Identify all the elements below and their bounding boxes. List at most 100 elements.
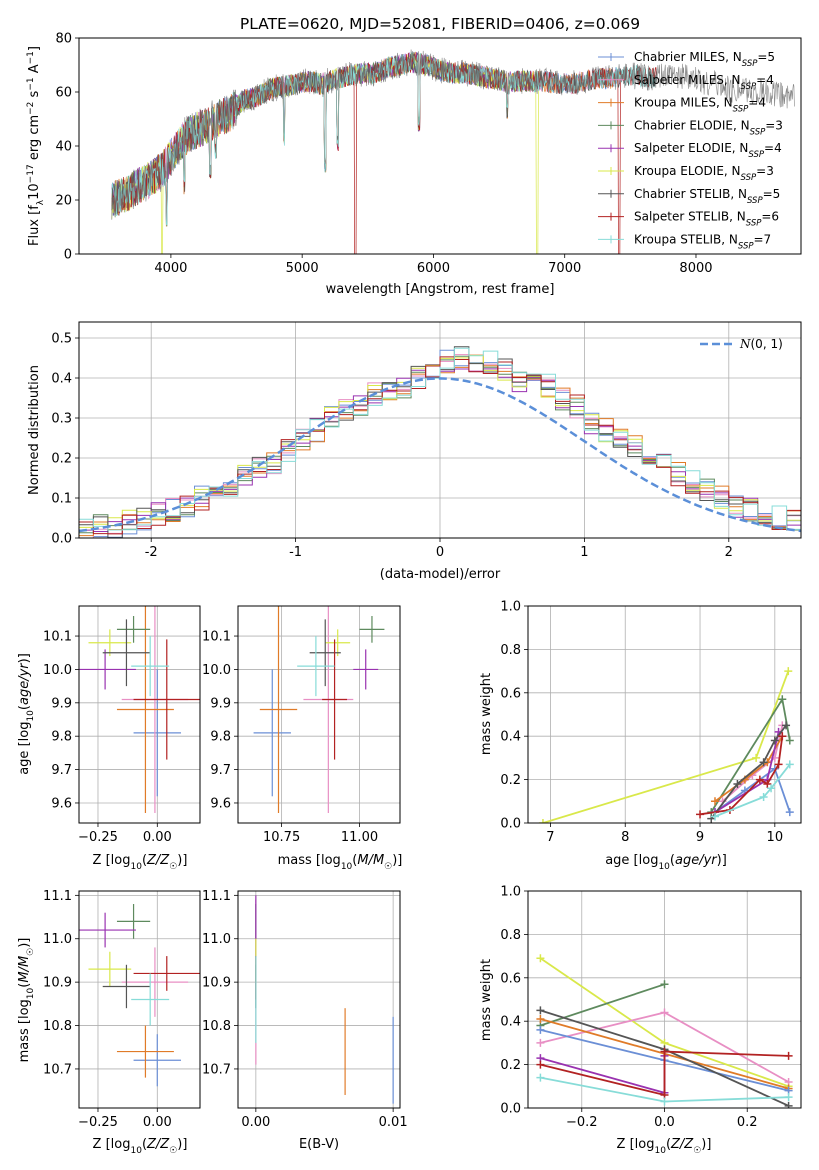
weight-vs-age-frame [527,605,802,824]
y-tick-label: 0.8 [500,928,521,943]
weight-point [785,736,794,745]
y-tick-label: 9.6 [51,796,72,811]
y-tick-label: 20 [55,194,72,209]
weight-point [782,721,791,730]
legend-label: Chabrier ELODIE, NSSP=3 [634,118,783,137]
weight-point [784,667,793,676]
mass-vs-ebv-frame [237,890,401,1109]
x-tick-label: 4000 [154,261,187,276]
weight-line [714,763,791,818]
y-tick-label: 0.6 [500,971,521,986]
legend-label: Kroupa MILES, NSSP=4 [634,96,766,115]
age-vs-z-x-label: Z [log10(Z/Z☉)] [93,853,188,872]
weight-point [784,1101,793,1108]
weight-line [699,736,784,816]
weight-vs-z-axes: −0.2 0.0 0.2 0.0 0.2 0.4 0.6 0.8 1.0 [500,885,801,1130]
mass-vs-ebv-x-label: E(B-V) [299,1137,339,1152]
y-tick-label: 60 [55,86,72,101]
y-tick-label: 0.2 [500,1058,521,1073]
x-tick-label: 0.00 [143,830,172,845]
mass-vs-z-points [79,904,200,1087]
weight-point [536,1025,545,1034]
x-tick-label: 0 [436,545,444,560]
weight-point [759,758,768,767]
weight-point [710,812,719,821]
weight-point [696,810,705,819]
x-tick-label: 10.75 [263,830,300,845]
x-tick-label: 1 [580,545,588,560]
weight-vs-age-x-label: age [log10(age/yr)] [605,853,727,872]
weight-line [540,1055,666,1094]
x-tick-label: 10 [767,830,784,845]
weight-point [660,1047,669,1056]
y-tick-label: 11.0 [202,932,231,947]
y-tick-label: 0.4 [500,730,521,745]
mass-vs-ebv-axes: 0.00 0.01 10.7 10.8 10.9 11.0 11.1 [202,889,408,1130]
age-vs-mass-x-label: mass [log10(M/M☉)] [278,853,403,872]
x-tick-label: 5000 [286,261,319,276]
y-tick-label: 0 [64,248,72,263]
spectrum-frame [78,37,802,255]
y-tick-label: 1.0 [500,600,521,615]
histogram-steps [79,346,801,538]
y-tick-label: 11.0 [43,932,72,947]
weight-vs-z-lines [536,954,793,1108]
weight-point [733,779,742,788]
age-vs-z-axes: −0.25 0.00 9.6 9.7 9.8 9.9 10.0 10.1 [43,606,200,845]
x-tick-label: −0.25 [78,830,118,845]
weight-vs-age-y-label: mass weight [479,673,494,755]
y-tick-label: 9.8 [210,730,231,745]
y-tick-label: 9.9 [51,696,72,711]
histogram-step-series [79,356,801,535]
weight-point [536,1015,545,1024]
weight-point [770,736,779,745]
weight-point [755,775,764,784]
weight-point [752,753,761,762]
legend-label: Salpeter MILES, NSSP=4 [634,73,774,92]
x-tick-label: 2 [725,545,733,560]
legend-label: Salpeter ELODIE, NSSP=4 [634,141,782,160]
histogram-axes: -2 -1 0 1 2 0.0 0.1 0.2 0.3 0.4 0.5 [51,322,801,560]
weight-vs-z-x-label: Z [log10(Z/Z☉)] [617,1137,712,1156]
y-tick-label: 11.1 [202,889,231,904]
legend-label: Chabrier STELIB, NSSP=5 [634,187,780,206]
figure-title: PLATE=0620, MJD=52081, FIBERID=0406, z=0… [240,15,640,33]
y-tick-label: 0.0 [51,532,72,547]
weight-point [536,1006,545,1015]
weight-line [540,983,665,1027]
y-tick-label: 0.8 [500,643,521,658]
weight-vs-z-frame [527,890,802,1109]
weight-point [784,1093,793,1102]
y-tick-label: 1.0 [500,885,521,900]
y-tick-label: 9.6 [210,796,231,811]
spectrum-x-label: wavelength [Angstrom, rest frame] [326,282,555,297]
mass-vs-z-x-label: Z [log10(Z/Z☉)] [93,1137,188,1156]
legend-label: Kroupa STELIB, NSSP=7 [634,232,771,251]
y-tick-label: 10.8 [202,1019,231,1034]
y-tick-label: 0.5 [51,332,72,347]
age-vs-z-points [79,606,200,813]
mass-vs-z-axes: −0.25 0.00 10.7 10.8 10.9 11.0 11.1 [43,889,200,1130]
x-tick-label: 9 [696,830,704,845]
normal-curve [79,377,801,533]
x-tick-label: −0.2 [566,1115,598,1130]
weight-vs-z-y-label: mass weight [479,959,494,1041]
age-vs-z-frame [78,605,201,824]
histogram-x-label: (data-model)/error [380,567,501,582]
y-tick-label: 10.7 [43,1062,72,1077]
age-vs-mass-points [253,606,385,813]
legend-label: Chabrier MILES, NSSP=5 [634,50,775,69]
y-tick-label: 0.0 [500,817,521,832]
weight-point [785,760,794,769]
x-tick-label: −0.25 [78,1115,118,1130]
x-tick-label: 8 [621,830,629,845]
y-tick-label: 9.7 [210,763,231,778]
weight-point [774,760,783,769]
weight-point [784,1051,793,1060]
y-tick-label: 0.2 [51,452,72,467]
y-tick-label: 40 [55,140,72,155]
y-tick-label: 10.0 [202,663,231,678]
mass-vs-z-frame [78,890,201,1109]
mass-vs-ebv-points [255,895,394,1104]
